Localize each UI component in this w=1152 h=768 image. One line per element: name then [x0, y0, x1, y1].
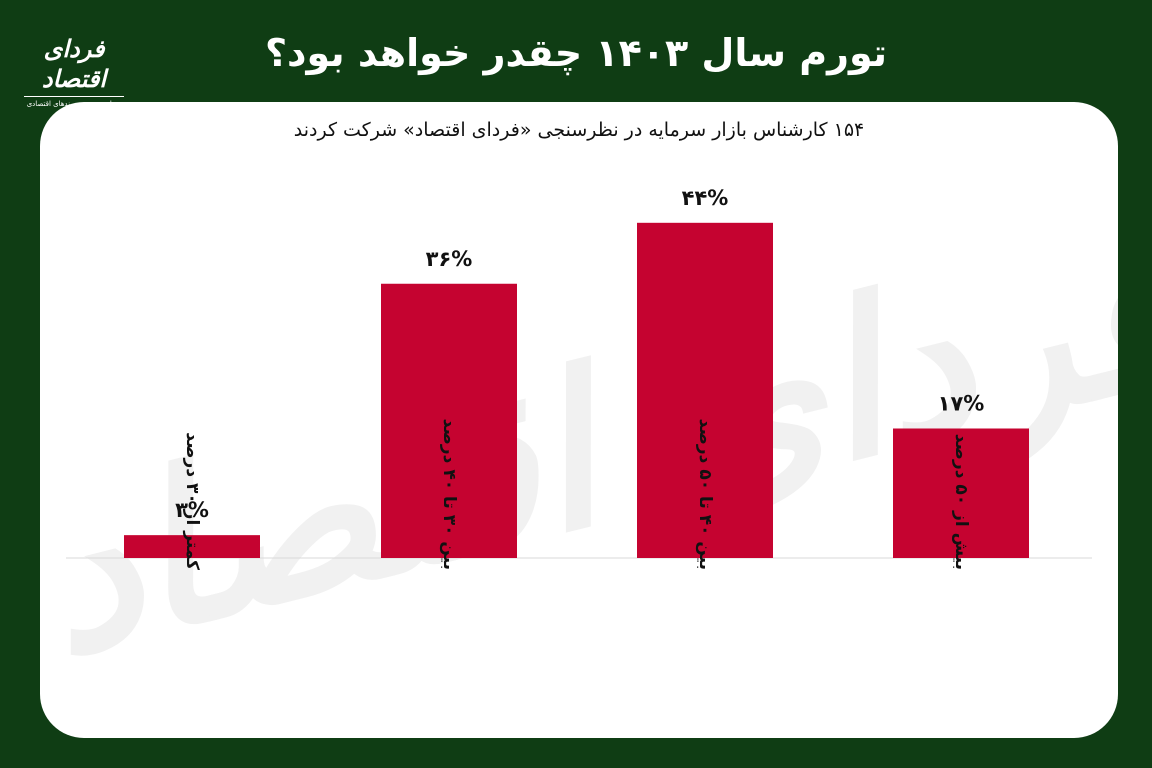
bar-4	[893, 428, 1029, 558]
data-label-3: ۴۴%	[682, 186, 729, 210]
header: فردای اقتصاد رسانه تصویری روندهای اقتصاد…	[0, 0, 1152, 108]
brand-logo: فردای اقتصاد رسانه تصویری روندهای اقتصاد…	[18, 34, 130, 108]
chart-card: فردای اقتصاد ۱۵۴ کارشناس بازار سرمایه در…	[40, 102, 1118, 738]
x-tick-label-3: بین ۴۰ تا ۵۰ درصد	[695, 419, 715, 570]
bar-1	[124, 535, 260, 558]
data-label-2: ۳۶%	[426, 247, 473, 271]
data-label-4: ۱۷%	[938, 391, 985, 415]
logo-text: فردای اقتصاد	[41, 34, 107, 93]
bar-2	[381, 283, 517, 558]
x-tick-label-4: بیش از ۵۰ درصد	[951, 434, 971, 570]
data-label-1: ۳%	[175, 498, 209, 522]
page-title: تورم سال ۱۴۰۳ چقدر خواهد بود؟	[264, 31, 888, 75]
bar-3	[637, 222, 773, 559]
chart-subtitle: ۱۵۴ کارشناس بازار سرمایه در نظرسنجی «فرد…	[293, 119, 865, 141]
bar-chart: ۳%کمتر از ۳۰ درصد ۳۶% بین ۳۰ تا ۴۰ درصد ۴۴%…	[66, 186, 1092, 570]
logo-divider	[24, 96, 124, 97]
x-tick-label-1: کمتر از ۳۰ درصد	[182, 432, 202, 570]
x-tick-label-2: بین ۳۰ تا ۴۰ درصد	[439, 419, 459, 570]
